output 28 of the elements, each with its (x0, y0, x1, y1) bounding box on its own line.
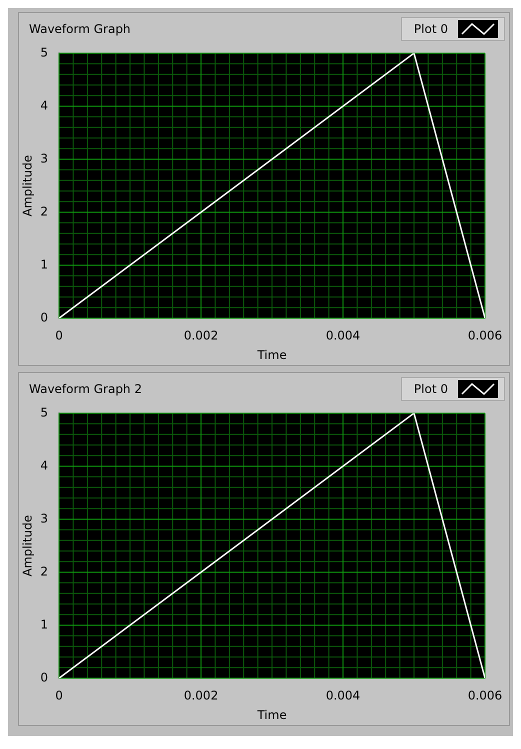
y-tick-label: 2 (40, 204, 48, 218)
legend-label: Plot 0 (414, 22, 448, 36)
y-tick-label: 4 (40, 458, 48, 472)
y-axis-title: Amplitude (20, 154, 34, 216)
x-tick-label: 0.002 (184, 328, 218, 343)
x-tick-label: 0 (55, 688, 63, 703)
y-tick-label: 3 (40, 511, 48, 526)
y-tick-label: 2 (40, 564, 48, 578)
chart-title: Waveform Graph (29, 22, 131, 36)
x-axis-title: Time (256, 348, 287, 362)
y-tick-label: 0 (40, 310, 48, 324)
y-axis-title: Amplitude (20, 514, 34, 576)
x-tick-label: 0.006 (468, 328, 502, 343)
x-tick-label: 0.004 (326, 688, 360, 703)
x-tick-label: 0.002 (184, 688, 218, 703)
y-tick-label: 0 (40, 670, 48, 684)
y-tick-label: 1 (40, 257, 48, 272)
legend-label: Plot 0 (414, 382, 448, 396)
x-tick-label: 0.006 (468, 688, 502, 703)
chart-title: Waveform Graph 2 (29, 382, 142, 396)
x-axis-title: Time (256, 708, 287, 722)
y-tick-label: 3 (40, 151, 48, 166)
x-tick-label: 0 (55, 328, 63, 343)
y-tick-label: 5 (40, 405, 48, 420)
y-tick-label: 5 (40, 45, 48, 60)
y-tick-label: 1 (40, 617, 48, 632)
y-tick-label: 4 (40, 98, 48, 112)
x-tick-label: 0.004 (326, 328, 360, 343)
